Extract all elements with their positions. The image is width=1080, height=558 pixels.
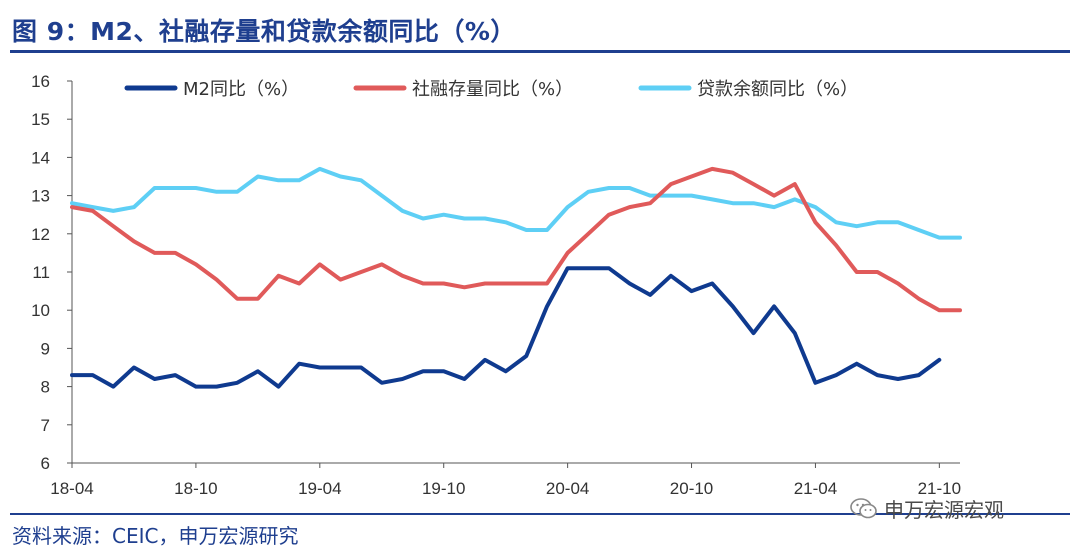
x-tick-label: 19-10 — [422, 479, 465, 498]
legend-item-m2: M2同比（%） — [124, 79, 299, 100]
legend-label: M2同比（%） — [183, 79, 299, 100]
y-tick-label: 12 — [31, 225, 50, 244]
y-tick-label: 7 — [41, 416, 50, 435]
y-tick-label: 9 — [41, 339, 50, 358]
y-tick-label: 16 — [31, 72, 50, 91]
loan-balance-series-line — [70, 166, 962, 240]
y-tick-label: 6 — [41, 454, 50, 473]
series-layer — [70, 166, 962, 389]
x-tick-label: 18-04 — [50, 479, 93, 498]
x-tick-label: 21-10 — [918, 479, 961, 498]
y-tick-label: 10 — [31, 301, 50, 320]
watermark: 申万宏源宏观 — [850, 494, 1004, 523]
y-tick-label: 11 — [32, 263, 50, 282]
x-tick-label: 21-04 — [794, 479, 837, 498]
watermark-text: 申万宏源宏观 — [884, 498, 1004, 522]
legend-item-social-financing: 社融存量同比（%） — [353, 79, 573, 100]
social-financing-series-line — [70, 166, 962, 313]
x-tick-label: 18-10 — [174, 479, 217, 498]
line-chart: 6 7 8 9 10 11 12 13 14 15 16 18-04 18-10 19-04 19-10 20… — [31, 72, 962, 498]
legend-label: 社融存量同比（%） — [412, 79, 573, 100]
y-tick-label: 8 — [41, 378, 50, 397]
chart-axes: 6 7 8 9 10 11 12 13 14 15 16 18-04 18-10 19-04 19-10 20… — [31, 72, 961, 498]
footer-divider — [10, 513, 1070, 515]
source-note: 资料来源：CEIC，申万宏源研究 — [12, 524, 299, 548]
y-tick-label: 14 — [31, 148, 50, 167]
legend-label: 贷款余额同比（%） — [697, 79, 858, 100]
chart-title: 图 9：M2、社融存量和贷款余额同比（%） — [12, 17, 516, 46]
chart-legend: M2同比（%） 社融存量同比（%） 贷款余额同比（%） — [124, 79, 858, 100]
x-tick-label: 20-10 — [670, 479, 713, 498]
y-tick-label: 13 — [31, 187, 50, 206]
wechat-icon — [850, 497, 877, 518]
m2-series-line — [70, 266, 942, 389]
x-tick-label: 20-04 — [546, 479, 589, 498]
y-tick-label: 15 — [31, 110, 50, 129]
title-divider — [10, 50, 1070, 53]
x-tick-label: 19-04 — [298, 479, 341, 498]
legend-item-loan-balance: 贷款余额同比（%） — [638, 79, 858, 100]
